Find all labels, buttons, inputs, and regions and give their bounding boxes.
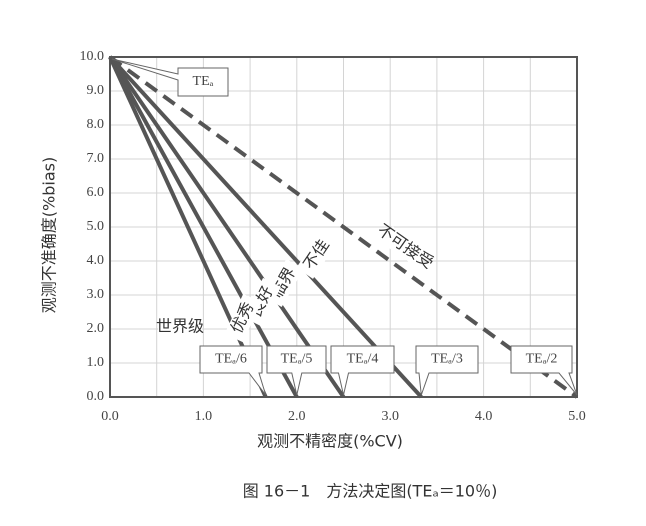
line [108,55,423,399]
y-tick-label: 9.0 [87,83,105,98]
callout-box [415,345,479,396]
zone-label: 世界级 [156,317,204,336]
line [108,55,579,399]
callout-label: TEₐ/4 [347,352,379,367]
callout-box [510,345,578,396]
y-tick-label: 0.0 [87,389,105,404]
y-axis-label: 观测不准确度(%bias) [40,157,59,313]
y-tick-label: 6.0 [87,185,105,200]
callout-box [199,345,267,396]
line [108,56,299,398]
y-tick-label: 1.0 [87,355,105,370]
callout-label: TEₐ/5 [281,352,313,367]
x-tick-label: 4.0 [475,409,493,424]
line [108,55,346,399]
x-tick-label: 3.0 [381,409,399,424]
callout-label: TEₐ/6 [215,352,247,367]
y-tick-label: 2.0 [87,321,105,336]
y-tick-label: 4.0 [87,253,105,268]
caption: 图 16－1 方法决定图(TEₐ＝10％) [243,482,498,501]
y-tick-label: 3.0 [87,287,105,302]
x-tick-label: 0.0 [101,409,119,424]
x-tick-label: 2.0 [288,409,306,424]
zone-label: 不可接受 [374,220,437,272]
x-tick-label: 5.0 [568,409,586,424]
x-axis-label: 观测不精密度(%CV) [257,432,403,451]
callout-box [266,345,327,396]
zone-label-bg [224,293,262,343]
y-tick-label: 5.0 [87,219,105,234]
zone-label-bg [296,231,338,279]
callout-label: TEₐ/2 [526,352,558,367]
y-tick-label: 10.0 [80,49,105,64]
y-tick-label: 7.0 [87,151,105,166]
callout-box [111,58,229,97]
callout-label: TEₐ [193,74,214,89]
y-tick-label: 8.0 [87,117,105,132]
callout-label: TEₐ/3 [431,352,463,367]
callout-box [330,345,395,396]
zone-label-bg [158,317,202,337]
zone-label-bg [381,226,429,268]
x-tick-label: 1.0 [195,409,213,424]
